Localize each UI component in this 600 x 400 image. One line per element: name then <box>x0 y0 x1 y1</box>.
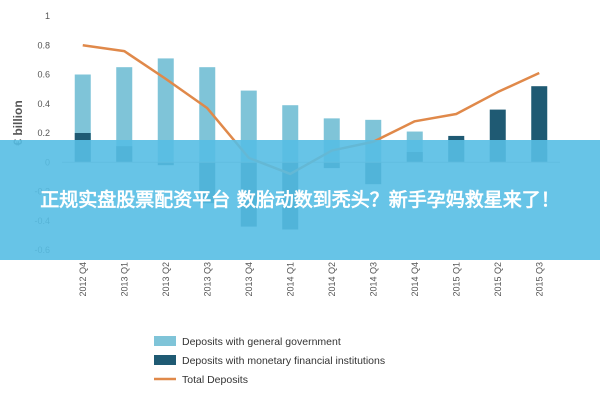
x-tick-label: 2013 Q1 <box>119 262 129 297</box>
legend-swatch <box>154 355 176 365</box>
x-tick-label: 2014 Q1 <box>285 262 295 297</box>
x-tick-label: 2014 Q4 <box>410 262 420 297</box>
x-tick-label: 2013 Q3 <box>202 262 212 297</box>
bar-general-government <box>116 67 133 163</box>
x-tick-label: 2015 Q1 <box>451 262 461 297</box>
y-axis-label: € billion <box>11 100 25 145</box>
y-tick-label: 0.6 <box>37 70 50 80</box>
x-tick-label: 2015 Q2 <box>493 262 503 297</box>
x-tick-label: 2014 Q3 <box>368 262 378 297</box>
x-tick-label: 2012 Q4 <box>78 262 88 297</box>
overlay-banner: 正规实盘股票配资平台 数胎动数到秃头？新手孕妈救星来了！ <box>0 140 600 260</box>
legend-label: Deposits with monetary financial institu… <box>182 355 385 367</box>
x-tick-label: 2013 Q2 <box>161 262 171 297</box>
legend-swatch <box>154 336 176 346</box>
x-tick-label: 2013 Q4 <box>244 262 254 297</box>
y-tick-label: 0.8 <box>37 40 50 50</box>
bar-general-government <box>199 67 216 163</box>
x-tick-label: 2014 Q2 <box>327 262 337 297</box>
bar-general-government <box>157 58 174 163</box>
legend-label: Total Deposits <box>182 374 248 386</box>
overlay-text: 正规实盘股票配资平台 数胎动数到秃头？新手孕妈救星来了！ <box>40 189 560 211</box>
x-tick-label: 2015 Q3 <box>534 262 544 297</box>
y-tick-label: 0.2 <box>37 128 50 138</box>
y-tick-label: 0.4 <box>37 99 50 109</box>
legend-label: Deposits with general government <box>182 336 341 348</box>
y-tick-label: 1 <box>45 11 50 21</box>
